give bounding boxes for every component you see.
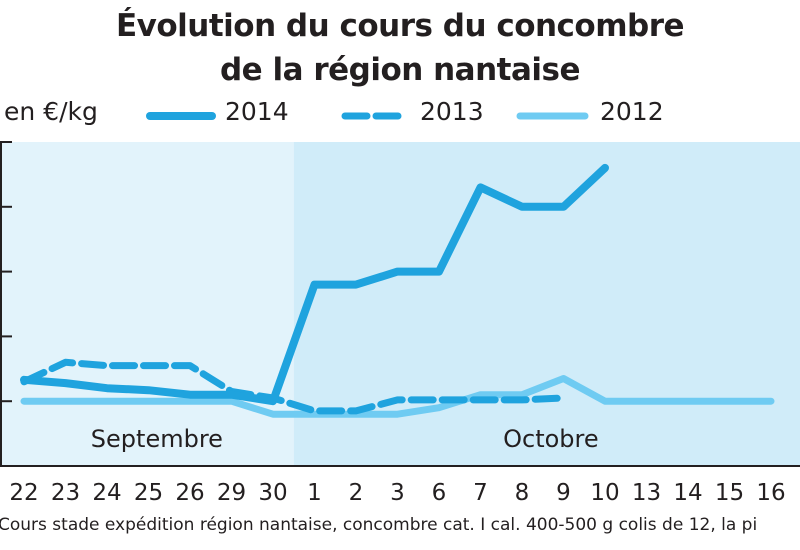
legend-label-2012: 2012 [600, 97, 664, 126]
point-2014-3 [397, 271, 399, 273]
series-line-2013 [20, 358, 567, 415]
point-2013-24 [106, 365, 108, 367]
x-tick-label: 24 [92, 480, 121, 506]
point-2013-25 [148, 365, 150, 367]
point-2013-1 [314, 410, 316, 412]
point-2014-2 [355, 284, 357, 286]
series-line-2014 [20, 163, 609, 406]
background-septembre [0, 142, 294, 466]
point-2013-9 [563, 397, 565, 399]
x-tick-label: 22 [9, 480, 38, 506]
point-2012-29 [231, 400, 233, 402]
point-2014-24 [106, 387, 108, 389]
x-tick-label: 8 [515, 480, 530, 506]
x-tick-label: 6 [432, 480, 447, 506]
point-2014-8 [521, 206, 523, 208]
y-unit-label: en €/kg [4, 97, 98, 126]
point-2013-23 [65, 361, 67, 363]
point-2012-26 [189, 400, 191, 402]
point-2012-9 [563, 378, 565, 380]
point-2013-6 [438, 399, 440, 401]
x-tick-label: 3 [390, 480, 405, 506]
x-tick-label: 26 [175, 480, 204, 506]
point-2012-3 [397, 413, 399, 415]
x-tick-label: 10 [590, 480, 619, 506]
point-2014-10 [604, 167, 606, 169]
point-2013-26 [189, 365, 191, 367]
x-tick-label: 25 [134, 480, 163, 506]
footnote: Cours stade expédition région nantaise, … [0, 515, 758, 535]
point-2012-7 [480, 394, 482, 396]
x-tick-label: 1 [307, 480, 322, 506]
x-tick-label: 7 [473, 480, 488, 506]
point-2012-14 [687, 400, 689, 402]
point-2014-23 [65, 382, 67, 384]
point-2012-8 [521, 394, 523, 396]
point-2012-16 [770, 400, 772, 402]
x-tick-label: 14 [673, 480, 702, 506]
chart-title: Évolution du cours du concombre de la ré… [0, 4, 800, 92]
x-tick-label: 15 [715, 480, 744, 506]
x-tick-label: 29 [217, 480, 246, 506]
chart-title-line-2: de la région nantaise [219, 52, 581, 88]
point-2014-25 [148, 389, 150, 391]
point-2012-10 [604, 400, 606, 402]
x-tick-label: 13 [632, 480, 661, 506]
point-2012-1 [314, 413, 316, 415]
x-tick-label: 2 [349, 480, 364, 506]
point-2014-9 [563, 206, 565, 208]
point-2014-7 [480, 186, 482, 188]
legend-label-2014: 2014 [225, 97, 289, 126]
series-layer [20, 163, 775, 418]
point-2013-8 [521, 399, 523, 401]
point-2014-26 [189, 394, 191, 396]
point-2012-25 [148, 400, 150, 402]
point-2013-3 [397, 399, 399, 401]
point-2014-22 [23, 379, 25, 381]
point-2012-22 [23, 400, 25, 402]
point-2012-6 [438, 407, 440, 409]
point-2014-30 [272, 400, 274, 402]
x-tick-label: 16 [756, 480, 785, 506]
point-2013-2 [355, 410, 357, 412]
point-2014-1 [314, 284, 316, 286]
point-2013-7 [480, 399, 482, 401]
point-2014-6 [438, 271, 440, 273]
point-2012-24 [106, 400, 108, 402]
chart-title-line-1: Évolution du cours du concombre [115, 8, 685, 44]
point-2012-30 [272, 413, 274, 415]
x-tick-label: 9 [556, 480, 571, 506]
point-2012-23 [65, 400, 67, 402]
point-2012-15 [729, 400, 731, 402]
point-2012-13 [646, 400, 648, 402]
x-tick-label: 23 [51, 480, 80, 506]
series-line-2012 [20, 375, 775, 418]
period-label-septembre: Septembre [91, 425, 223, 453]
point-2014-29 [231, 394, 233, 396]
legend-label-2013: 2013 [420, 97, 484, 126]
x-tick-labels: 22 23 24 25 26 29 30 1 2 3 6 7 8 9 10 13 14 15 16 [9, 480, 785, 506]
x-tick-label: 30 [258, 480, 287, 506]
period-label-octobre: Octobre [503, 425, 599, 453]
